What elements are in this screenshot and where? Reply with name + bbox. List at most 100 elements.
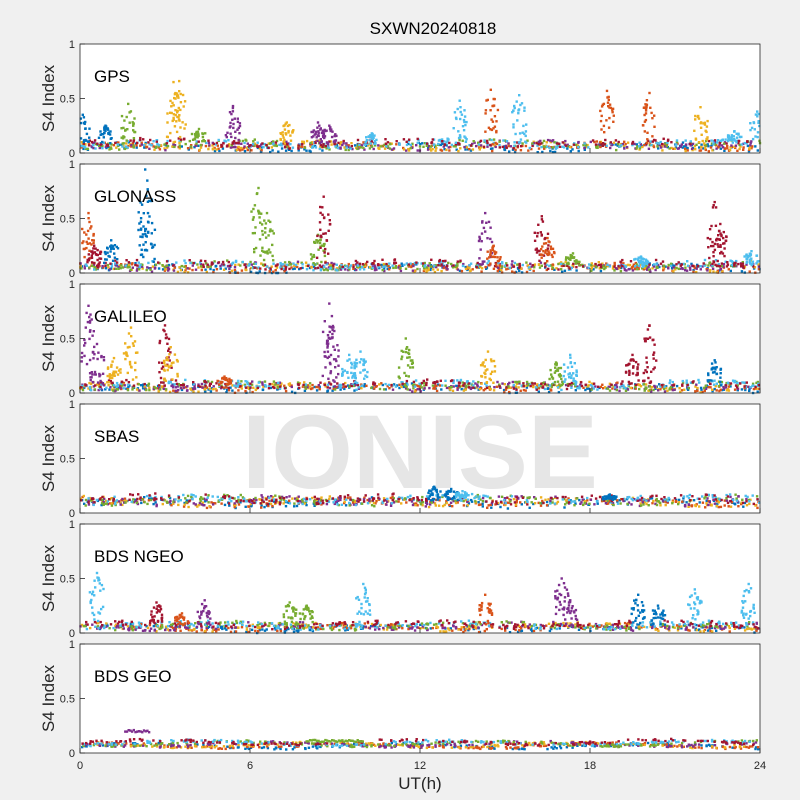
- spike-point: [489, 358, 493, 361]
- spike-point: [90, 254, 93, 257]
- data-point: [254, 388, 257, 392]
- data-point: [380, 382, 383, 385]
- spike-point: [628, 373, 631, 376]
- data-point: [583, 146, 586, 150]
- data-point: [263, 263, 267, 266]
- data-point: [144, 141, 147, 145]
- data-point: [504, 144, 508, 148]
- data-point: [467, 386, 471, 389]
- spike-point: [330, 336, 334, 339]
- data-point: [669, 379, 672, 382]
- spike-point: [286, 124, 290, 128]
- data-point: [679, 145, 682, 148]
- data-point: [253, 138, 256, 141]
- spike-point: [556, 368, 559, 371]
- data-point: [566, 143, 569, 146]
- spike-point: [404, 350, 408, 354]
- spike-point: [106, 246, 109, 249]
- data-point: [355, 265, 359, 269]
- data-point: [304, 261, 308, 264]
- data-point: [668, 381, 671, 385]
- spike-point: [754, 135, 757, 138]
- spike-point: [706, 236, 709, 240]
- data-point: [83, 502, 86, 505]
- data-point: [311, 143, 314, 146]
- spike-point: [464, 123, 467, 127]
- data-point: [472, 140, 475, 143]
- data-point: [726, 388, 730, 391]
- spike-point: [574, 262, 578, 265]
- data-point: [479, 265, 482, 269]
- spike-point: [112, 247, 115, 250]
- spike-point: [195, 130, 198, 134]
- data-point: [697, 378, 700, 382]
- data-point: [685, 146, 689, 150]
- data-point: [311, 383, 314, 387]
- data-point: [683, 388, 686, 391]
- data-point: [498, 140, 501, 143]
- data-point: [452, 385, 455, 388]
- data-point: [592, 382, 596, 385]
- data-point: [734, 144, 738, 147]
- data-point: [345, 146, 348, 149]
- spike-point: [608, 116, 611, 120]
- plot-area: [80, 284, 760, 393]
- data-point: [477, 380, 480, 384]
- data-point: [549, 139, 552, 142]
- spike-point: [334, 358, 337, 361]
- spike-point: [98, 257, 101, 260]
- data-point: [320, 503, 323, 506]
- spike-point: [258, 216, 261, 219]
- data-point: [539, 139, 542, 143]
- spike-point: [99, 252, 102, 255]
- spike-point: [319, 234, 323, 237]
- data-point: [176, 390, 179, 393]
- data-point: [249, 270, 253, 274]
- data-point: [553, 141, 556, 144]
- spike-point: [334, 139, 338, 142]
- data-point: [148, 388, 151, 392]
- data-point: [478, 148, 481, 151]
- spike-point: [333, 134, 336, 138]
- data-point: [734, 503, 737, 506]
- data-point: [671, 388, 675, 392]
- spike-point: [289, 139, 293, 142]
- spike-point: [144, 232, 147, 236]
- data-point: [751, 384, 754, 388]
- data-point: [158, 262, 161, 265]
- data-point: [417, 384, 420, 388]
- data-point: [588, 380, 591, 384]
- data-point: [226, 265, 230, 268]
- data-point: [220, 263, 224, 266]
- data-point: [315, 385, 318, 389]
- data-point: [529, 267, 532, 270]
- data-point: [611, 387, 614, 390]
- data-point: [745, 263, 748, 266]
- spike-point: [567, 261, 570, 264]
- data-point: [433, 264, 436, 267]
- data-point: [445, 500, 448, 503]
- data-point: [513, 151, 517, 154]
- spike-peak: [699, 106, 702, 109]
- data-point: [373, 264, 376, 267]
- spike-point: [493, 255, 497, 259]
- spike-point: [97, 351, 100, 354]
- spike-point: [90, 225, 93, 228]
- data-point: [398, 143, 401, 146]
- data-point: [443, 140, 446, 143]
- data-point: [477, 501, 480, 504]
- spike-point: [269, 251, 272, 254]
- data-point: [503, 391, 506, 394]
- data-point: [547, 390, 551, 394]
- data-point: [180, 138, 183, 141]
- spike-point: [176, 115, 179, 119]
- data-point: [90, 140, 94, 144]
- y-axis-label: S4 Index: [39, 304, 58, 372]
- data-point: [426, 148, 430, 151]
- spike-point: [93, 251, 97, 254]
- spike-point: [484, 230, 487, 233]
- spike-point: [491, 370, 494, 373]
- data-point: [212, 271, 215, 274]
- data-point: [288, 267, 291, 271]
